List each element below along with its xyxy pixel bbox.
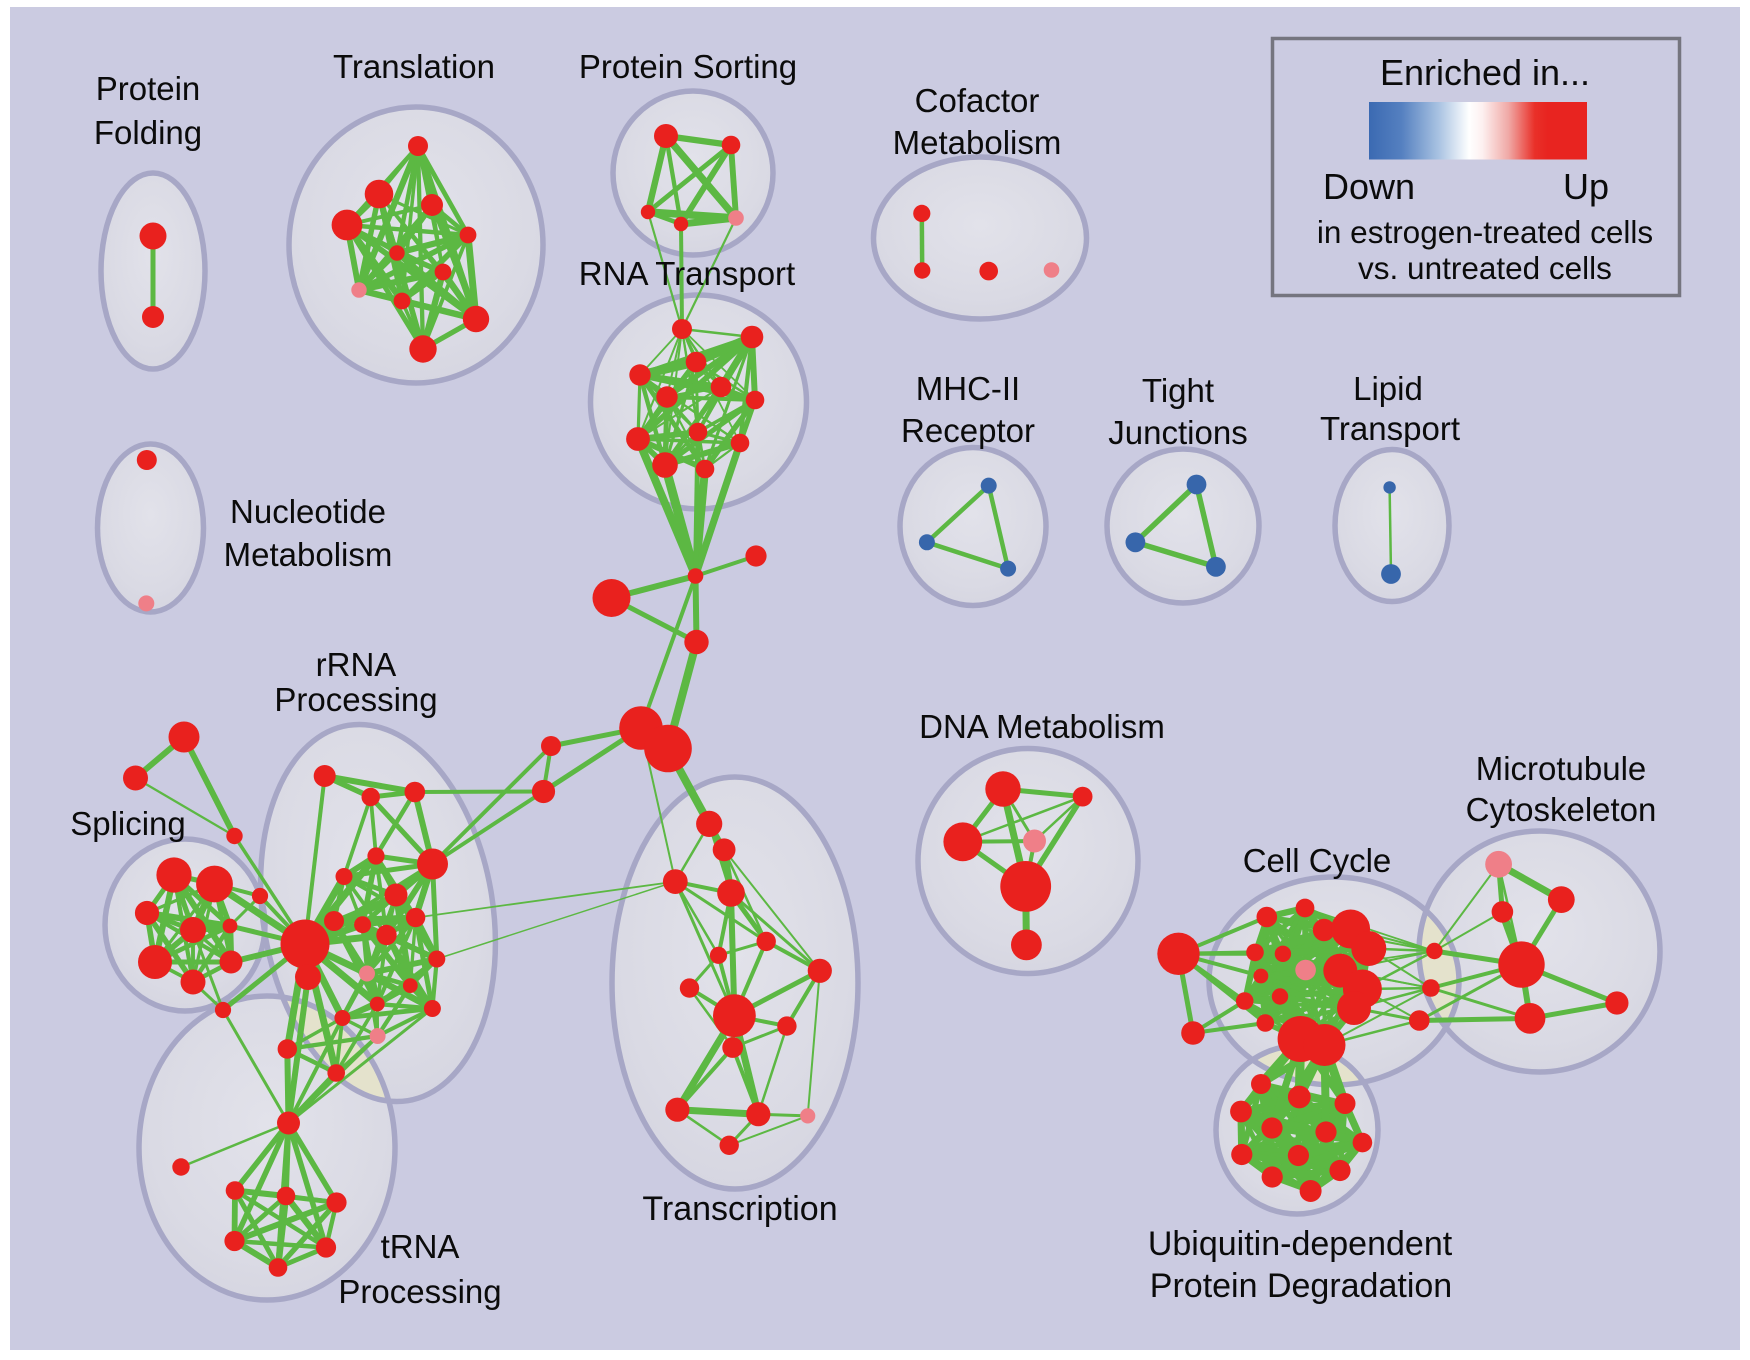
- svg-text:Metabolism: Metabolism: [893, 124, 1062, 161]
- svg-text:Nucleotide: Nucleotide: [230, 493, 386, 530]
- svg-text:Splicing: Splicing: [70, 805, 186, 842]
- svg-text:Enriched in...: Enriched in...: [1380, 52, 1590, 93]
- svg-text:in estrogen-treated cells: in estrogen-treated cells: [1317, 214, 1653, 250]
- svg-text:Junctions: Junctions: [1108, 414, 1247, 451]
- svg-text:tRNA: tRNA: [381, 1228, 460, 1265]
- svg-text:RNA Transport: RNA Transport: [579, 255, 795, 292]
- svg-text:Protein Sorting: Protein Sorting: [579, 48, 797, 85]
- svg-text:Tight: Tight: [1142, 372, 1214, 409]
- svg-text:Microtubule: Microtubule: [1476, 750, 1647, 787]
- svg-text:Translation: Translation: [333, 48, 495, 85]
- svg-text:Protein Degradation: Protein Degradation: [1150, 1267, 1452, 1305]
- svg-text:Metabolism: Metabolism: [224, 536, 393, 573]
- svg-text:Processing: Processing: [338, 1273, 501, 1310]
- svg-text:Receptor: Receptor: [901, 412, 1035, 449]
- svg-text:rRNA: rRNA: [316, 646, 397, 683]
- svg-text:Down: Down: [1323, 166, 1415, 207]
- svg-text:Up: Up: [1563, 166, 1609, 207]
- svg-text:vs. untreated cells: vs. untreated cells: [1358, 250, 1612, 286]
- svg-text:Ubiquitin-dependent: Ubiquitin-dependent: [1148, 1225, 1453, 1263]
- svg-text:Lipid: Lipid: [1353, 370, 1423, 407]
- svg-text:Cell Cycle: Cell Cycle: [1243, 842, 1392, 879]
- svg-text:Processing: Processing: [274, 681, 437, 718]
- svg-text:Cytoskeleton: Cytoskeleton: [1466, 791, 1657, 828]
- svg-text:MHC-II: MHC-II: [916, 370, 1020, 407]
- svg-text:DNA Metabolism: DNA Metabolism: [919, 708, 1165, 745]
- svg-text:Protein: Protein: [96, 70, 201, 107]
- svg-text:Folding: Folding: [94, 114, 202, 151]
- svg-text:Transport: Transport: [1320, 410, 1460, 447]
- svg-text:Cofactor: Cofactor: [915, 82, 1040, 119]
- svg-text:Transcription: Transcription: [642, 1190, 837, 1228]
